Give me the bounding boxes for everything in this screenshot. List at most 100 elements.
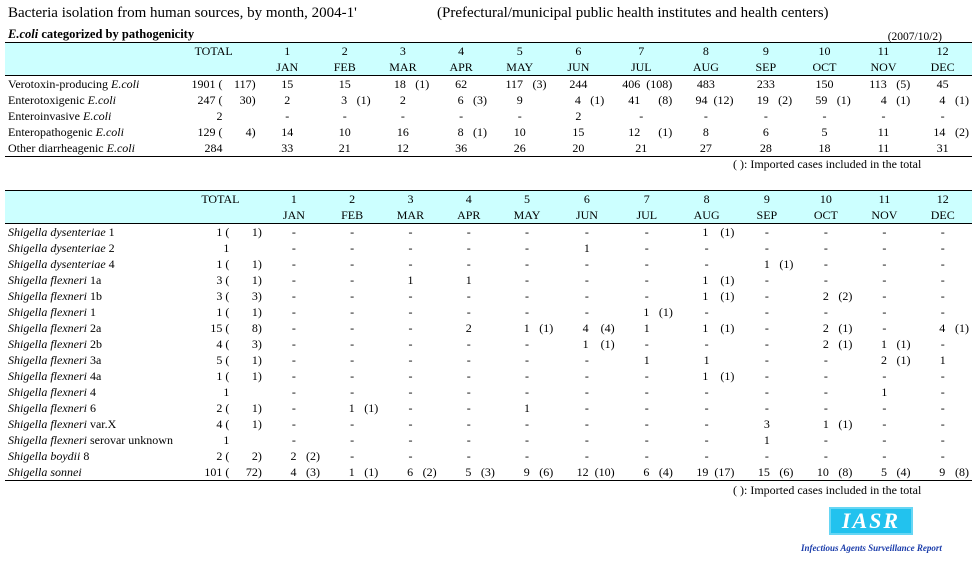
header-month-name: NOV <box>871 208 898 222</box>
month-value: 2 <box>284 93 291 107</box>
month-value: 15 <box>757 465 770 479</box>
month-value: - <box>823 401 828 415</box>
month-value-cell: 5 <box>855 464 890 481</box>
month-value-cell: - <box>676 304 737 320</box>
month-value: - <box>940 385 945 399</box>
month-imported: 2 <box>310 449 317 463</box>
month-value-cell: - <box>737 108 796 124</box>
ecoli-heading-rest: categorized by pathogenicity <box>38 27 195 41</box>
month-value: 1 <box>643 321 650 335</box>
month-value: 20 <box>572 141 585 155</box>
month-value: - <box>704 433 709 447</box>
month-value: - <box>940 401 945 415</box>
row-label: Shigella flexneri 3a <box>5 352 176 368</box>
month-value: - <box>940 337 945 351</box>
row-label-italic: Shigella flexneri <box>8 385 87 399</box>
month-value-cell: 41 <box>607 92 643 108</box>
month-value: 4 <box>939 93 946 107</box>
month-value: - <box>882 241 887 255</box>
month-value-cell: - <box>381 240 439 256</box>
row-label: Shigella flexneri 2b <box>5 336 176 352</box>
month-value-cell: - <box>440 288 498 304</box>
month-value-cell: - <box>381 448 439 464</box>
month-value-cell: 2 <box>796 320 831 336</box>
month-value-cell: - <box>675 108 736 124</box>
month-value: - <box>704 385 709 399</box>
month-value-cell: 9 <box>498 464 533 481</box>
month-value: 483 <box>696 77 715 91</box>
iasr-logo: IASR <box>829 507 913 535</box>
month-value-cell: - <box>381 400 439 416</box>
header-month-number: 4 <box>465 192 472 206</box>
month-value-cell: - <box>607 108 675 124</box>
month-imported-cell: (2) <box>838 289 853 303</box>
month-value: 2 <box>822 289 829 303</box>
month-value-cell: - <box>618 448 676 464</box>
month-value-cell: 10 <box>490 124 549 140</box>
ecoli-table: TOTAL 1 2 3 4 5 6 7 8 9 10 11 12 JAN FEB MAR APR MAY JUN JU… <box>5 42 972 157</box>
header-month-number: 11 <box>877 44 890 58</box>
total-imported-cell: 3) <box>251 289 262 303</box>
month-imported: 8 <box>959 465 965 479</box>
row-label: Shigella sonnei <box>5 464 176 481</box>
month-value-cell: - <box>737 368 796 384</box>
row-label-italic: Shigella flexneri <box>8 401 87 415</box>
table-row: Enterotoxigenic E.coli 247 (30) 2 3 (1) 2 6 (3)… <box>5 92 972 108</box>
month-value-cell: - <box>914 368 972 384</box>
month-imported: 1 <box>840 93 847 107</box>
total-imported-cell: 1) <box>251 353 262 367</box>
month-value: - <box>823 305 828 319</box>
row-label-plain: 4 <box>105 257 115 271</box>
total-value: 1901 <box>191 77 216 91</box>
total-imported: 1 <box>251 417 258 431</box>
month-imported: 4 <box>662 465 669 479</box>
month-imported: 4 <box>604 321 611 335</box>
month-value-cell: 6 <box>737 124 796 140</box>
month-imported-cell: (17) <box>714 465 735 479</box>
month-value-cell: - <box>556 400 617 416</box>
row-label: Shigella flexneri 4 <box>5 384 176 400</box>
month-value: 16 <box>396 125 409 139</box>
month-value-cell: - <box>855 320 913 336</box>
month-value: - <box>459 109 464 123</box>
total-imported: 1 <box>251 305 258 319</box>
row-label-plain: 8 <box>80 449 90 463</box>
month-imported: 1 <box>900 337 907 351</box>
month-value-cell: 18 <box>374 76 409 93</box>
month-value-cell: 1 <box>618 352 676 368</box>
month-value: - <box>525 257 530 271</box>
month-value: - <box>823 273 828 287</box>
month-value: 18 <box>393 77 406 91</box>
month-imported-cell: (1) <box>720 369 735 383</box>
page-subtitle: (Prefectural/municipal public health ins… <box>437 5 829 21</box>
month-value: - <box>584 401 589 415</box>
month-imported-cell: (1) <box>838 337 853 351</box>
row-label-italic: E.coli <box>95 125 124 139</box>
month-imported-cell: (108) <box>646 77 673 91</box>
month-value-cell: - <box>265 304 323 320</box>
month-value: - <box>644 369 649 383</box>
month-value-cell: 1 <box>440 272 498 288</box>
month-value-cell: - <box>381 256 439 272</box>
month-value-cell: - <box>265 368 323 384</box>
header-blank <box>169 59 259 76</box>
month-value-cell: - <box>796 240 855 256</box>
month-value: - <box>466 433 471 447</box>
month-value-cell: 117 <box>490 76 526 93</box>
month-value-cell: 10 <box>316 124 374 140</box>
month-value-cell: - <box>914 416 972 432</box>
month-value-cell: 2 <box>549 108 607 124</box>
header-month-name: AUG <box>692 60 719 74</box>
header-month-number: 3 <box>407 192 414 206</box>
month-value-cell: 9 <box>490 92 549 108</box>
month-value-cell: 15 <box>737 464 772 481</box>
month-value: 14 <box>933 125 946 139</box>
month-value-cell: - <box>618 240 676 256</box>
month-value-cell: 4 <box>913 92 948 108</box>
row-label: Shigella flexneri 1b <box>5 288 176 304</box>
month-value-cell: - <box>556 384 617 400</box>
month-value: 8 <box>457 125 464 139</box>
total-cell: 1 ( <box>216 369 230 383</box>
total-imported: 3 <box>251 289 258 303</box>
